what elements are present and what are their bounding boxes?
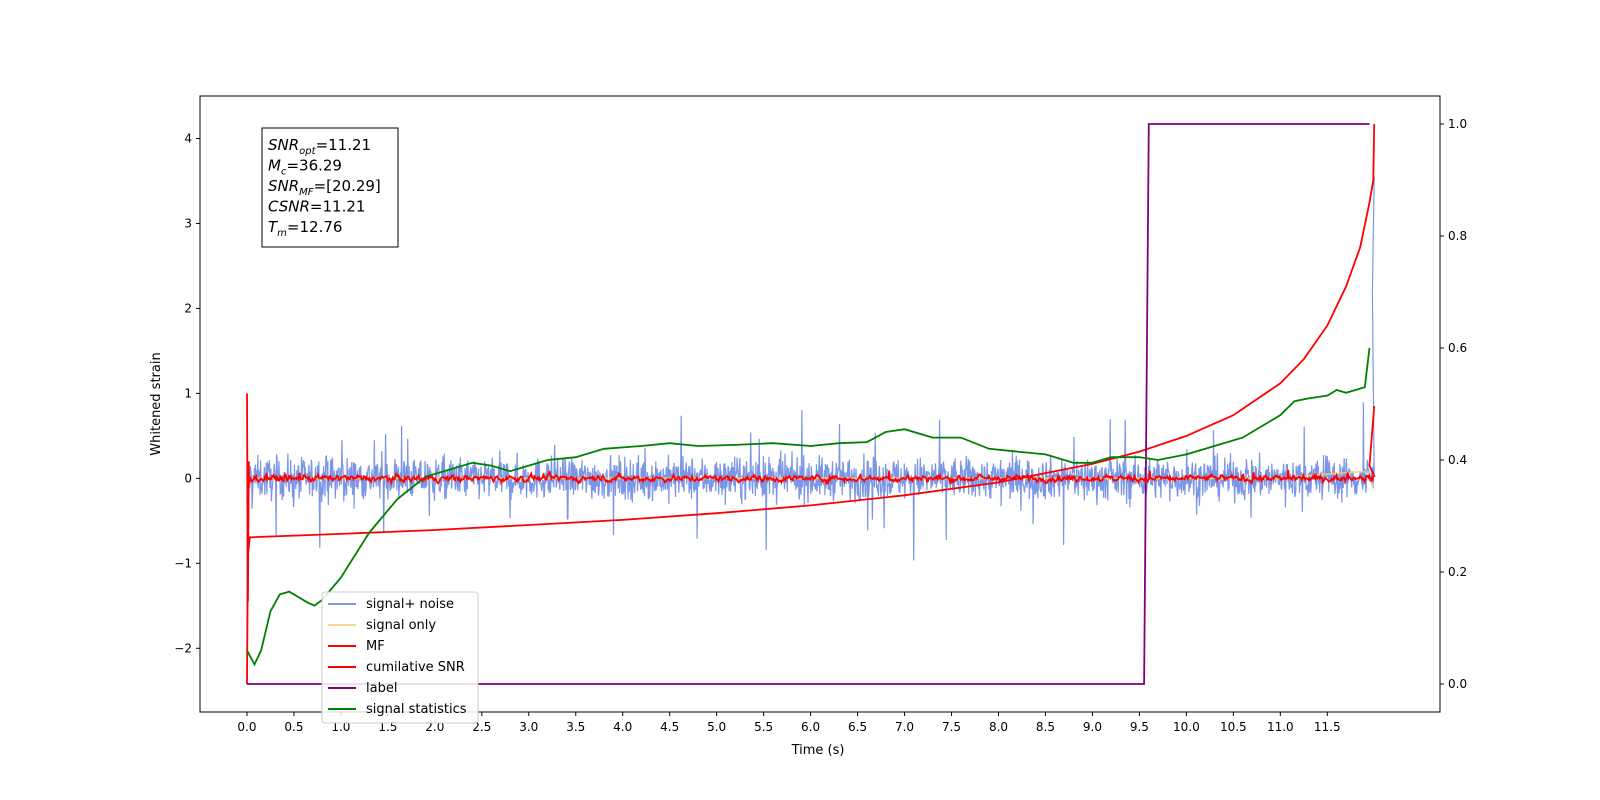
x-tick-label: 11.0 (1267, 720, 1294, 734)
y-axis-left: −2 −1 0 1 2 3 4 (174, 131, 200, 655)
x-tick-label: 3.0 (519, 720, 538, 734)
annotation-box: SNRopt=11.21Mc=36.29SNRMF=[20.29]CSNR=11… (261, 127, 399, 248)
y-right-tick-label: 0.4 (1448, 453, 1467, 467)
annotation-line: CSNR=11.21 (268, 198, 365, 216)
y-left-tick-label: 0 (184, 471, 192, 485)
annotation-line: SNRMF=[20.29] (268, 177, 381, 198)
series-signal-noise (246, 176, 1375, 684)
x-tick-label: 6.0 (801, 720, 820, 734)
x-tick-label: 2.5 (472, 720, 491, 734)
x-tick-label: 5.0 (707, 720, 726, 734)
legend-label: signal+ noise (366, 597, 454, 612)
x-tick-label: 6.5 (848, 720, 867, 734)
y-left-tick-label: 1 (184, 386, 192, 400)
y-right-tick-label: 0.0 (1448, 677, 1467, 691)
y-right-tick-label: 1.0 (1448, 117, 1467, 131)
legend-frame (321, 591, 479, 724)
x-tick-label: 9.0 (1083, 720, 1102, 734)
y-left-tick-label: 4 (184, 131, 192, 145)
legend-label: label (366, 681, 397, 696)
series-label (247, 123, 1370, 685)
y-left-tick-label: −1 (174, 556, 192, 570)
x-tick-label: 8.5 (1036, 720, 1055, 734)
y-left-tick-label: 2 (184, 301, 192, 315)
annotation-line: Mc=36.29 (268, 157, 342, 178)
annotation-frame (261, 127, 399, 248)
x-tick-label: 10.0 (1173, 720, 1200, 734)
x-tick-label: 3.5 (566, 720, 585, 734)
x-tick-label: 11.5 (1314, 720, 1341, 734)
legend-label: MF (366, 639, 385, 654)
x-tick-label: 0.5 (284, 720, 303, 734)
x-tick-label: 4.0 (613, 720, 632, 734)
legend-label: signal only (366, 618, 436, 633)
y-right-tick-label: 0.8 (1448, 229, 1467, 243)
x-tick-label: 8.0 (989, 720, 1008, 734)
x-axis-label: Time (s) (791, 743, 845, 758)
plot-frame (199, 95, 1441, 713)
annotation-line: Tm=12.76 (268, 218, 342, 239)
legend-label: signal statistics (366, 702, 467, 717)
series-mf (246, 393, 1376, 602)
y-axis-right: 0.0 0.2 0.4 0.6 0.8 1.0 (1440, 117, 1467, 691)
x-tick-label: 5.5 (754, 720, 773, 734)
x-tick-label: 9.5 (1130, 720, 1149, 734)
y-left-tick-label: −2 (174, 641, 192, 655)
y-axis-label: Whitened strain (149, 352, 164, 455)
x-axis: 0.0 0.5 1.0 1.5 2.0 2.5 3.0 3.5 4.0 4.5 5.0 5.5 6.0 6… (237, 712, 1341, 734)
x-tick-label: 10.5 (1220, 720, 1247, 734)
annotation-line: SNRopt=11.21 (268, 136, 371, 157)
y-right-tick-label: 0.6 (1448, 341, 1467, 355)
x-tick-label: 0.0 (237, 720, 256, 734)
y-left-tick-label: 3 (184, 216, 192, 230)
legend: signal+ noise signal only MF cumilative SNR… (321, 591, 479, 724)
series-cumilative-snr (246, 123, 1376, 685)
legend-label: cumilative SNR (366, 660, 465, 675)
y-right-tick-label: 0.2 (1448, 565, 1467, 579)
x-tick-label: 4.5 (660, 720, 679, 734)
x-tick-label: 7.5 (942, 720, 961, 734)
x-tick-label: 7.0 (895, 720, 914, 734)
